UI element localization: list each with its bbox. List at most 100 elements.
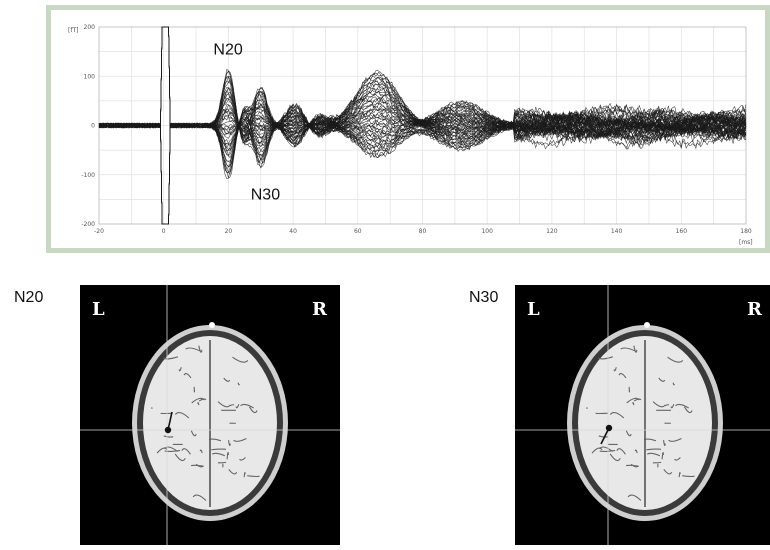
sulcus bbox=[625, 430, 632, 437]
x-tick-label: 160 bbox=[676, 228, 688, 235]
sulcus bbox=[248, 406, 258, 414]
x-tick-label: 140 bbox=[611, 228, 623, 235]
channel-trace bbox=[98, 71, 747, 225]
fiducial-marker bbox=[644, 322, 650, 328]
sulcus bbox=[229, 404, 235, 407]
sulcus bbox=[663, 469, 673, 475]
brain-axial-slice bbox=[567, 322, 723, 521]
right-marker: R bbox=[312, 299, 328, 320]
sulcus bbox=[191, 397, 205, 404]
y-tick-label: -200 bbox=[81, 221, 95, 228]
sulcus bbox=[192, 494, 207, 501]
channel-trace bbox=[98, 80, 747, 225]
sulcus bbox=[235, 404, 240, 409]
sulcus bbox=[668, 438, 682, 442]
sulcus bbox=[598, 356, 614, 360]
sulcus bbox=[613, 367, 617, 372]
sulcus bbox=[670, 404, 675, 409]
sulcus bbox=[664, 404, 670, 407]
sulcus bbox=[609, 453, 621, 462]
sulcus bbox=[197, 402, 200, 406]
sulcus bbox=[232, 356, 249, 363]
sulcus bbox=[652, 401, 666, 408]
n20-panel-label: N20 bbox=[14, 289, 44, 306]
sulcus bbox=[223, 377, 231, 382]
trace-series bbox=[98, 26, 747, 225]
sulcus bbox=[237, 382, 240, 386]
sulcus bbox=[616, 448, 626, 455]
sulcus bbox=[211, 448, 227, 451]
sulcus bbox=[620, 347, 636, 352]
y-tick-label: 0 bbox=[91, 123, 95, 130]
sulcus bbox=[183, 373, 192, 379]
sulcus bbox=[626, 397, 640, 404]
x-tick-label: 80 bbox=[419, 228, 427, 235]
sulcus bbox=[178, 367, 182, 372]
dipole-orientation bbox=[600, 427, 610, 445]
sulcus bbox=[658, 377, 666, 382]
sulcus bbox=[632, 402, 635, 406]
sulcus bbox=[627, 494, 642, 501]
sulcus bbox=[226, 451, 229, 460]
sulcus bbox=[683, 406, 693, 414]
sulcus bbox=[667, 356, 684, 363]
sulcus bbox=[228, 469, 238, 475]
sulcus bbox=[618, 373, 627, 379]
sulcus bbox=[217, 401, 231, 408]
sulcus bbox=[634, 449, 638, 454]
sulcus bbox=[240, 403, 255, 409]
x-tick-label: 60 bbox=[354, 228, 362, 235]
x-tick-label: 120 bbox=[546, 228, 558, 235]
sulcus bbox=[672, 382, 675, 386]
sulcus bbox=[164, 449, 181, 453]
sulcus bbox=[646, 452, 661, 457]
sulcus bbox=[239, 457, 246, 461]
sulcus bbox=[199, 449, 203, 454]
sulcus bbox=[599, 449, 616, 453]
sulcus bbox=[174, 411, 190, 419]
sulcus bbox=[243, 472, 246, 478]
sulcus bbox=[662, 440, 666, 447]
channel-trace bbox=[98, 91, 747, 225]
brain-axial-slice bbox=[132, 322, 288, 521]
sulcus bbox=[156, 447, 168, 454]
y-tick-label: 100 bbox=[84, 73, 96, 80]
left-marker: L bbox=[92, 299, 105, 320]
sulcus bbox=[591, 447, 603, 454]
sulcus bbox=[190, 430, 197, 437]
dipole-orientation bbox=[167, 411, 173, 431]
fiducial-marker bbox=[209, 322, 215, 328]
sulcus bbox=[227, 440, 231, 447]
tick-labels: -20 0 20 40 60 80 100 120 140 160 1802001000-100-2… bbox=[81, 24, 752, 235]
right-marker: R bbox=[747, 299, 763, 320]
sulcus bbox=[609, 411, 625, 419]
sulcus bbox=[674, 457, 681, 461]
sulcus bbox=[181, 448, 191, 455]
sulcus bbox=[675, 403, 690, 409]
channel-trace bbox=[98, 26, 747, 164]
sulcus bbox=[661, 451, 664, 460]
x-tick-label: 180 bbox=[740, 228, 752, 235]
sulcus bbox=[678, 472, 681, 478]
x-tick-label: 0 bbox=[162, 228, 166, 235]
x-tick-label: 100 bbox=[481, 228, 493, 235]
y-tick-label: 200 bbox=[84, 24, 96, 31]
sulcus bbox=[163, 435, 174, 438]
x-unit-label: [ms] bbox=[739, 239, 753, 246]
y-unit-label: [fT] bbox=[68, 27, 78, 34]
sulcus bbox=[646, 448, 662, 451]
x-tick-label: -20 bbox=[94, 228, 104, 235]
sulcus bbox=[185, 347, 201, 352]
x-tick-label: 20 bbox=[225, 228, 233, 235]
sulcus bbox=[190, 464, 204, 467]
sulcus bbox=[174, 453, 186, 462]
sulcus bbox=[625, 464, 639, 467]
sulcus bbox=[211, 452, 226, 457]
n30-peak-label: N30 bbox=[251, 187, 280, 204]
sulcus bbox=[633, 345, 638, 353]
x-tick-label: 40 bbox=[289, 228, 297, 235]
